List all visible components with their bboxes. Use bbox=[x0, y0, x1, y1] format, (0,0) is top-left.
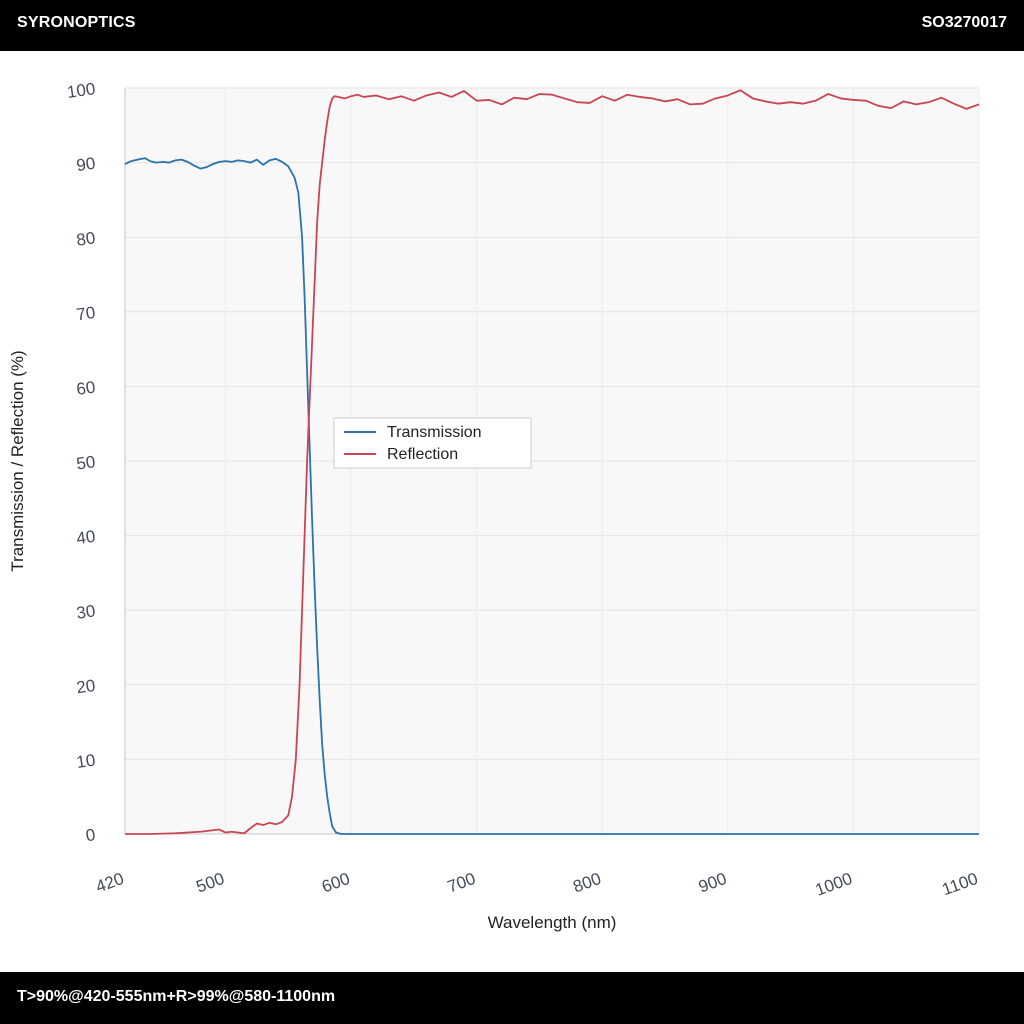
x-tick-label-500: 500 bbox=[194, 869, 227, 897]
y-tick-label-90: 90 bbox=[75, 154, 96, 175]
header-bar: SYRONOPTICS SO3270017 bbox=[0, 0, 1024, 51]
y-tick-label-80: 80 bbox=[75, 228, 96, 249]
brand-name: SYRONOPTICS bbox=[17, 14, 136, 31]
y-tick-label-0: 0 bbox=[85, 825, 97, 845]
y-axis-title: Transmission / Reflection (%) bbox=[8, 350, 27, 571]
series-line-transmission bbox=[124, 157, 979, 835]
spec-text: T>90%@420-555nm+R>99%@580-1100nm bbox=[17, 988, 336, 1005]
y-tick-label-50: 50 bbox=[75, 452, 96, 473]
y-tick-label-40: 40 bbox=[75, 527, 96, 548]
x-axis-title: Wavelength (nm) bbox=[488, 913, 617, 932]
x-tick-label-1100: 1100 bbox=[940, 869, 981, 899]
x-tick-label-700: 700 bbox=[445, 869, 478, 897]
series-line-reflection bbox=[125, 89, 980, 835]
legend-label-transmission: Transmission bbox=[387, 424, 482, 441]
x-tick-label-420: 420 bbox=[93, 869, 126, 897]
legend-box bbox=[333, 417, 532, 469]
legend-label-reflection: Reflection bbox=[387, 446, 458, 463]
spectrum-chart: 0 10 20 30 40 50 60 70 80 90 100 420 500 600 700 800 90… bbox=[8, 79, 980, 932]
y-tick-labels: 0 10 20 30 40 50 60 70 80 90 100 bbox=[66, 79, 97, 845]
x-tick-label-900: 900 bbox=[696, 869, 729, 897]
y-tick-label-30: 30 bbox=[75, 601, 96, 622]
x-tick-label-1000: 1000 bbox=[813, 869, 855, 900]
y-tick-label-100: 100 bbox=[66, 79, 97, 102]
legend: Transmission Reflection bbox=[333, 417, 532, 469]
y-tick-label-20: 20 bbox=[75, 676, 96, 697]
x-tick-label-600: 600 bbox=[319, 869, 352, 897]
x-tick-labels: 420 500 600 700 800 900 1000 1100 bbox=[93, 869, 980, 900]
y-tick-label-10: 10 bbox=[75, 751, 96, 772]
part-number: SO3270017 bbox=[921, 14, 1007, 31]
footer-bar: T>90%@420-555nm+R>99%@580-1100nm bbox=[0, 972, 1024, 1024]
y-tick-label-70: 70 bbox=[75, 303, 96, 324]
x-tick-label-800: 800 bbox=[570, 869, 603, 897]
series-lines bbox=[124, 89, 980, 835]
y-tick-label-60: 60 bbox=[75, 378, 96, 399]
